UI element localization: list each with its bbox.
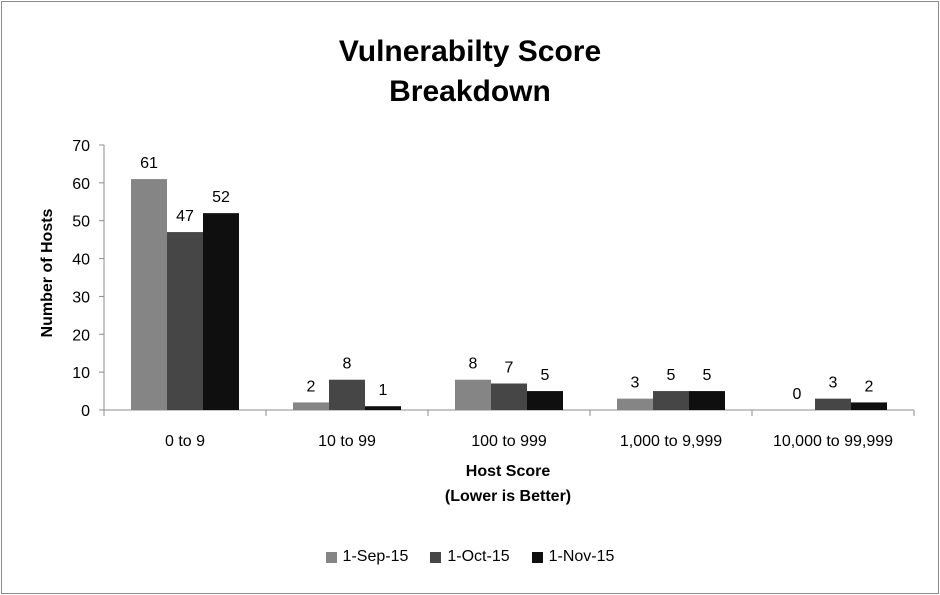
data-label: 5 xyxy=(541,367,550,384)
legend-item: 1-Nov-15 xyxy=(531,548,615,566)
data-label: 1 xyxy=(379,382,388,399)
data-label: 7 xyxy=(505,360,514,377)
bar xyxy=(365,406,401,410)
data-label: 0 xyxy=(793,386,802,403)
y-axis-title: Number of Hosts xyxy=(39,208,56,337)
x-tick-label: 100 to 999 xyxy=(471,433,547,450)
bar xyxy=(617,398,653,410)
x-axis-title-line-1: Host Score xyxy=(466,463,551,480)
bar xyxy=(491,383,527,410)
data-label: 61 xyxy=(140,155,158,172)
data-label: 5 xyxy=(667,367,676,384)
data-label: 52 xyxy=(212,189,230,206)
bar xyxy=(203,213,239,410)
y-tick-label: 0 xyxy=(81,403,90,420)
legend: 1-Sep-15 1-Oct-15 1-Nov-15 xyxy=(2,548,938,566)
x-tick-label: 1,000 to 9,999 xyxy=(620,433,722,450)
bar xyxy=(293,402,329,410)
data-label: 3 xyxy=(829,375,838,392)
y-tick-label: 10 xyxy=(72,365,90,382)
legend-label: 1-Oct-15 xyxy=(447,548,510,565)
bar xyxy=(851,402,887,410)
data-label: 2 xyxy=(865,378,874,395)
y-tick-label: 60 xyxy=(72,176,90,193)
bar xyxy=(815,398,851,410)
bar xyxy=(689,391,725,410)
legend-swatch xyxy=(531,551,543,563)
bar xyxy=(131,179,167,410)
x-tick-label: 10 to 99 xyxy=(318,433,376,450)
legend-item: 1-Oct-15 xyxy=(430,548,510,566)
x-axis-title-line-2: (Lower is Better) xyxy=(445,488,571,505)
x-tick-label: 0 to 9 xyxy=(165,433,205,450)
data-label: 47 xyxy=(176,208,194,225)
y-tick-label: 40 xyxy=(72,252,90,269)
chart-title-line-2: Breakdown xyxy=(389,75,551,108)
legend-item: 1-Sep-15 xyxy=(325,548,409,566)
bar xyxy=(329,379,365,410)
chart-title: Vulnerabilty Score Breakdown xyxy=(2,32,938,112)
y-tick-label: 20 xyxy=(72,327,90,344)
x-tick-label: 10,000 to 99,999 xyxy=(773,433,893,450)
data-label: 2 xyxy=(307,378,316,395)
data-label: 5 xyxy=(703,367,712,384)
y-tick-label: 70 xyxy=(72,138,90,155)
bar xyxy=(527,391,563,410)
legend-swatch xyxy=(325,551,337,563)
legend-label: 1-Sep-15 xyxy=(342,548,409,565)
legend-label: 1-Nov-15 xyxy=(548,548,615,565)
chart-title-line-1: Vulnerabilty Score xyxy=(338,35,602,68)
y-tick-label: 30 xyxy=(72,289,90,306)
y-tick-label: 50 xyxy=(72,214,90,231)
bar xyxy=(167,232,203,410)
bar xyxy=(455,379,491,410)
data-label: 3 xyxy=(631,375,640,392)
bars xyxy=(131,179,887,410)
bar xyxy=(653,391,689,410)
legend-swatch xyxy=(430,551,442,563)
data-label: 8 xyxy=(343,356,352,373)
data-label: 8 xyxy=(469,356,478,373)
